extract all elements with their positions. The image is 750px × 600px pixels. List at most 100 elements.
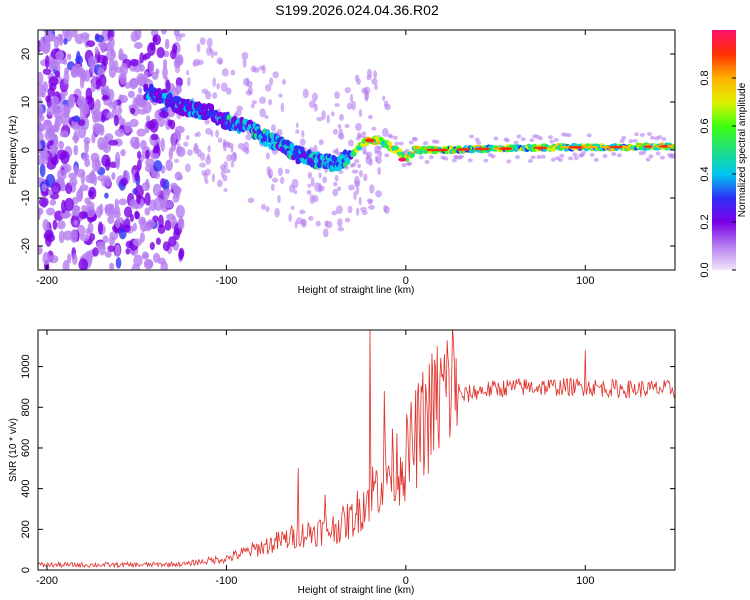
spectrogram-cell	[580, 150, 586, 155]
spectrogram-cell	[119, 73, 127, 85]
spectrogram-cell	[50, 144, 59, 153]
spectrogram-cell	[424, 159, 430, 164]
spectrogram-cell	[127, 90, 135, 99]
spectrogram-cell	[76, 96, 87, 107]
spectrogram-cell	[268, 98, 273, 106]
snr-ytick-label: 200	[20, 520, 32, 538]
spectrogram-cell	[90, 79, 97, 93]
spectrogram-cell	[235, 109, 242, 117]
spectrogram-cell	[38, 245, 43, 255]
snr-xtick-label: 0	[403, 575, 409, 587]
spectrogram-cell	[553, 137, 559, 142]
spectrogram-cell	[334, 174, 339, 182]
spectrogram-cell	[277, 194, 281, 204]
spectrogram-cell	[129, 118, 139, 128]
spectrogram-cell	[559, 153, 565, 158]
spectrogram-cell	[114, 218, 121, 229]
spectrogram-cell	[377, 145, 383, 150]
spectrogram-cell	[288, 213, 292, 223]
spectrogram-cell	[102, 55, 109, 67]
spectrogram-cell	[196, 43, 201, 53]
spectrogram-cell	[547, 135, 553, 140]
spectrogram-cell	[67, 253, 72, 264]
spectrogram-cell	[185, 135, 190, 140]
spectrogram-cell	[197, 59, 204, 66]
snr-x-label: Height of straight line (km)	[298, 585, 415, 596]
spectrogram-cell	[230, 160, 235, 168]
spectrogram-cell	[355, 185, 360, 195]
spectrogram-cell	[150, 133, 159, 141]
spectrogram-cell	[73, 144, 79, 156]
spectrogram-cell	[173, 186, 182, 195]
spectrogram-cell	[51, 95, 60, 106]
spectrogram-cell	[271, 124, 276, 132]
spectrogram-cell	[199, 162, 206, 168]
spectrogram-cell	[146, 120, 156, 130]
spectrogram-cell	[357, 163, 361, 169]
spectrogram-cell	[102, 235, 109, 244]
spectrogram-cell	[59, 130, 69, 138]
spectrogram-cell	[129, 198, 137, 209]
spectrogram-cell	[210, 130, 214, 137]
spectrogram-cell	[274, 207, 280, 218]
spectrogram-cell	[279, 176, 285, 185]
spectrogram-cell	[392, 135, 398, 140]
spectrogram-cell	[169, 119, 176, 130]
spectrogram-cell	[62, 30, 71, 38]
spectrogram-cell	[364, 142, 370, 147]
spectrogram-cell	[368, 204, 375, 210]
spectrogram-ytick-label: -20	[20, 238, 32, 254]
spectrogram-cell	[114, 206, 121, 216]
spectrogram-cell	[217, 137, 223, 143]
spectrogram-cell	[212, 77, 217, 88]
spectrogram-cell	[364, 138, 375, 143]
spectrogram-cell	[313, 103, 318, 112]
spectrogram-cell	[216, 179, 223, 188]
spectrogram-cell	[263, 140, 269, 147]
spectrogram-cell	[366, 198, 374, 203]
spectrogram-cell	[504, 138, 510, 143]
spectrogram-cell	[351, 169, 359, 174]
spectrogram-cell	[58, 102, 64, 113]
spectrogram-cell	[94, 34, 105, 43]
spectrogram-cell	[106, 112, 114, 120]
spectrogram-cell	[97, 221, 104, 235]
snr-x-axis: -200 -100 0 100	[36, 330, 594, 587]
spectrogram-cell	[493, 136, 499, 141]
spectrogram-cell	[354, 74, 360, 82]
spectrogram-cell	[302, 88, 309, 99]
spectrogram-cell	[365, 155, 372, 165]
spectrogram-cell	[199, 37, 206, 46]
spectrogram-cell	[72, 253, 78, 265]
spectrogram-cell	[602, 154, 608, 159]
spectrogram-cell	[230, 69, 236, 76]
spectrogram-cell	[88, 186, 97, 200]
spectrogram-cell	[621, 145, 630, 149]
spectrogram-cell	[317, 182, 323, 193]
spectrogram-cell	[186, 149, 193, 156]
spectrogram-cell	[346, 102, 353, 110]
spectrogram-cell	[39, 163, 46, 178]
spectrogram-cell	[100, 86, 110, 95]
spectrogram-cell	[150, 152, 160, 160]
spectrogram-cell	[671, 154, 675, 159]
spectrogram-cell	[38, 209, 41, 221]
spectrogram-cell	[132, 141, 141, 150]
spectrogram-cell	[299, 209, 306, 215]
spectrogram-cell	[374, 155, 379, 163]
spectrogram-cell	[187, 76, 191, 87]
spectrogram-cell	[162, 241, 171, 252]
spectrogram-cell	[270, 183, 275, 192]
spectrogram-cell	[60, 112, 70, 126]
spectrogram-cell	[383, 100, 389, 108]
spectrogram-cell	[170, 135, 177, 141]
spectrogram-cell	[428, 155, 434, 160]
spectrogram-cell	[361, 87, 368, 94]
spectrogram-cell	[634, 132, 640, 137]
spectrogram-cell	[532, 146, 548, 150]
spectrogram-cell	[74, 33, 85, 45]
spectrogram-cell	[280, 102, 285, 113]
spectrogram-cell	[264, 84, 272, 92]
spectrogram-cell	[91, 133, 96, 144]
spectrogram-cell	[165, 79, 171, 94]
